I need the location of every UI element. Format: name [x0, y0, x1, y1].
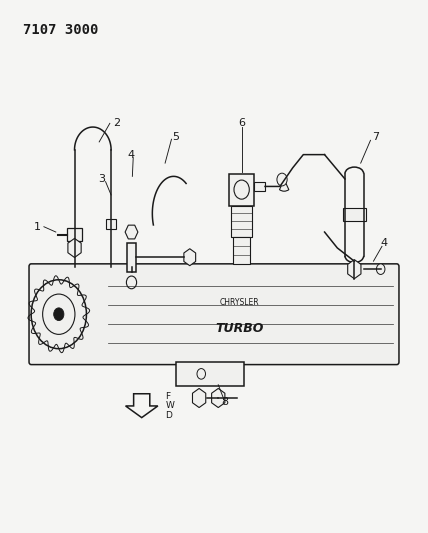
Bar — [231, 206, 252, 237]
Circle shape — [377, 264, 385, 274]
Text: 7: 7 — [372, 132, 379, 142]
Text: 4: 4 — [128, 150, 135, 160]
Text: W: W — [166, 401, 174, 410]
Text: CHRYSLER: CHRYSLER — [220, 298, 259, 307]
Circle shape — [43, 294, 75, 334]
Bar — [176, 362, 244, 386]
Bar — [127, 243, 136, 272]
Bar — [229, 174, 254, 206]
Bar — [233, 237, 250, 264]
Text: F: F — [166, 392, 171, 401]
Text: TURBO: TURBO — [215, 322, 264, 335]
Text: 1: 1 — [34, 222, 41, 232]
Circle shape — [234, 180, 249, 199]
FancyBboxPatch shape — [29, 264, 399, 365]
Circle shape — [197, 368, 205, 379]
Text: 5: 5 — [172, 132, 179, 142]
Text: D: D — [166, 411, 172, 419]
Text: 7107 3000: 7107 3000 — [23, 22, 98, 37]
Text: 6: 6 — [238, 118, 245, 128]
Text: 3: 3 — [98, 174, 105, 184]
Bar — [106, 219, 116, 229]
Text: 4: 4 — [380, 238, 388, 248]
Circle shape — [31, 280, 86, 349]
Circle shape — [277, 173, 287, 186]
Bar — [67, 228, 82, 241]
Wedge shape — [279, 180, 289, 191]
Bar — [254, 182, 265, 191]
Text: 2: 2 — [113, 118, 120, 128]
Circle shape — [126, 276, 137, 289]
Bar — [343, 208, 366, 221]
Text: 8: 8 — [221, 397, 228, 407]
Circle shape — [54, 308, 64, 320]
